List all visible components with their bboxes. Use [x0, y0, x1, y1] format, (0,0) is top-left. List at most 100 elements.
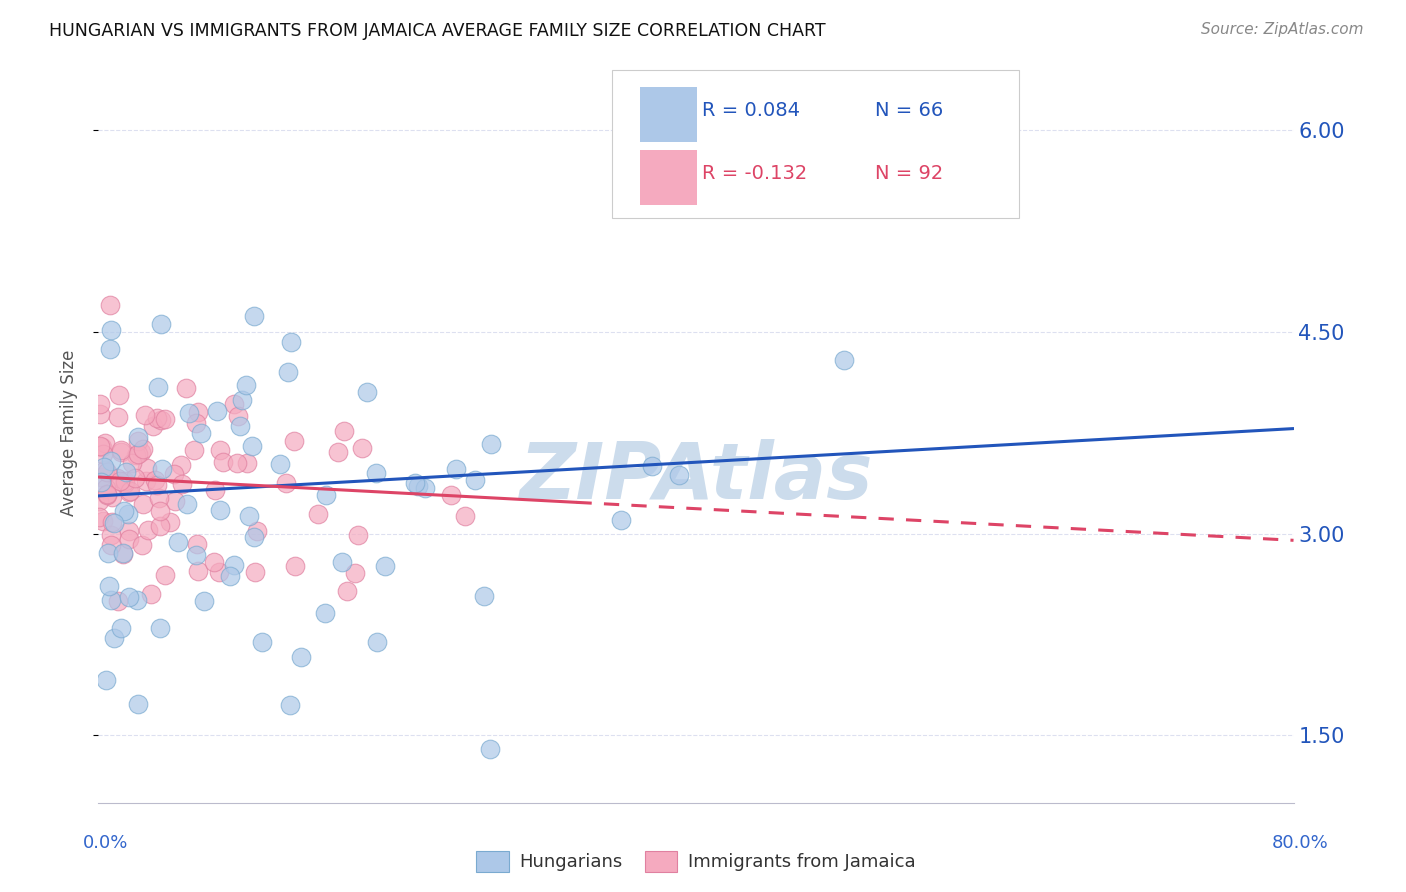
Point [117, 524, 139, 538]
Point [174, 381, 197, 395]
Point [100, 454, 122, 468]
Point [336, 583, 359, 598]
Point [100, 323, 122, 337]
Point [91, 447, 114, 461]
Point [352, 441, 374, 455]
Point [87, 494, 110, 508]
Point [153, 412, 176, 426]
Point [231, 393, 253, 408]
Point [235, 456, 257, 470]
FancyBboxPatch shape [613, 70, 1019, 218]
Point [209, 442, 232, 457]
Point [91, 514, 114, 528]
Point [96, 488, 118, 502]
Point [228, 419, 250, 434]
Point [110, 443, 132, 458]
Point [344, 566, 367, 580]
Point [118, 590, 141, 604]
Point [609, 513, 631, 527]
Point [136, 460, 159, 475]
Point [170, 477, 193, 491]
Point [115, 466, 138, 480]
Point [222, 397, 245, 411]
Point [187, 405, 209, 419]
Point [238, 509, 260, 524]
Y-axis label: Average Family Size: Average Family Size [59, 350, 77, 516]
Point [142, 419, 165, 434]
Point [149, 519, 172, 533]
Point [148, 491, 170, 506]
Point [202, 555, 225, 569]
Point [283, 434, 305, 448]
Point [641, 459, 664, 474]
Point [184, 416, 207, 430]
Point [222, 558, 245, 572]
Point [328, 445, 350, 459]
Point [132, 442, 155, 456]
Point [114, 476, 136, 491]
Point [136, 524, 159, 538]
Point [129, 445, 152, 459]
Point [314, 606, 336, 620]
Point [149, 413, 172, 427]
Point [145, 411, 167, 425]
Point [479, 437, 502, 451]
Legend: Hungarians, Immigrants from Jamaica: Hungarians, Immigrants from Jamaica [470, 844, 922, 879]
Point [118, 485, 141, 500]
Point [107, 409, 129, 424]
Point [219, 568, 242, 582]
Point [101, 515, 124, 529]
Text: N = 92: N = 92 [876, 164, 943, 183]
Point [228, 409, 250, 424]
Point [406, 478, 429, 492]
Point [112, 545, 135, 559]
Point [149, 503, 172, 517]
Text: R = 0.084: R = 0.084 [702, 101, 800, 120]
Point [242, 309, 264, 323]
Point [153, 568, 176, 582]
Point [668, 468, 690, 483]
Point [183, 443, 205, 458]
Text: R = -0.132: R = -0.132 [702, 164, 807, 183]
Point [125, 448, 148, 462]
Point [240, 440, 263, 454]
Point [333, 424, 356, 438]
Text: Source: ZipAtlas.com: Source: ZipAtlas.com [1201, 22, 1364, 37]
Point [413, 481, 436, 495]
Point [440, 488, 463, 502]
Point [278, 698, 301, 712]
Point [124, 470, 146, 484]
Point [274, 476, 297, 491]
Point [209, 503, 232, 517]
Point [112, 504, 135, 518]
Point [332, 555, 354, 569]
Point [90, 440, 112, 454]
Point [100, 538, 122, 552]
Point [100, 528, 122, 542]
Point [131, 538, 153, 552]
Point [205, 404, 228, 418]
Point [127, 434, 149, 448]
Text: 80.0%: 80.0% [1272, 834, 1329, 852]
Point [177, 406, 200, 420]
Point [235, 378, 257, 392]
Point [127, 447, 149, 461]
Point [204, 483, 226, 497]
Point [112, 548, 135, 562]
Point [100, 593, 122, 607]
Point [149, 621, 172, 635]
Point [90, 470, 112, 484]
Point [150, 461, 173, 475]
Point [103, 631, 125, 645]
Point [366, 634, 388, 648]
Point [454, 508, 477, 523]
Point [96, 465, 118, 479]
FancyBboxPatch shape [640, 151, 697, 205]
Point [143, 473, 166, 487]
Point [118, 532, 141, 546]
Point [208, 566, 231, 580]
Point [163, 494, 186, 508]
Point [373, 559, 395, 574]
Point [101, 490, 124, 504]
Point [93, 459, 115, 474]
